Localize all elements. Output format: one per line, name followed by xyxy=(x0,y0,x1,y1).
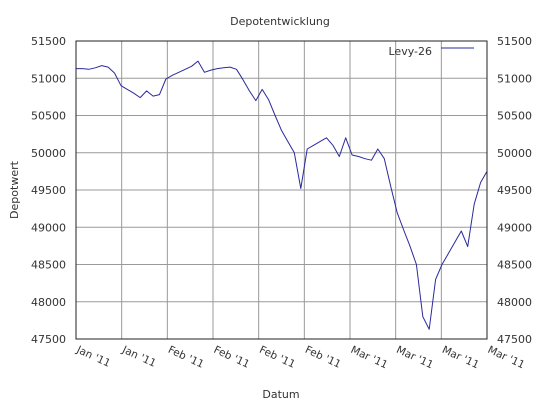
grid xyxy=(75,40,488,340)
y-tick-label-left: 50500 xyxy=(31,110,66,123)
x-tick-label: Jan '11 xyxy=(119,343,157,369)
y-tick-label-left: 48000 xyxy=(31,296,66,309)
x-axis-label: Datum xyxy=(262,388,299,400)
y-tick-label-right: 48500 xyxy=(497,259,532,272)
y-tick-label-left: 49500 xyxy=(31,184,66,197)
x-tick-label: Feb '11 xyxy=(212,344,252,371)
x-tick-label: Feb '11 xyxy=(257,344,297,371)
y-tick-label-left: 47500 xyxy=(31,333,66,346)
x-axis-ticks: Jan '11 Jan '11 Feb '11 Feb '11 Feb '11 Feb '… xyxy=(74,343,527,371)
plot-frame xyxy=(75,40,488,340)
y-tick-label-right: 47500 xyxy=(497,333,532,346)
y-tick-label-left: 48500 xyxy=(31,259,66,272)
x-tick-label: Mar '11 xyxy=(440,344,481,372)
legend: Levy-26 xyxy=(389,45,474,58)
y-tick-label-left: 50000 xyxy=(31,147,66,160)
x-tick-label: Jan '11 xyxy=(74,343,112,369)
x-tick-label: Mar '11 xyxy=(486,344,527,372)
y-axis-left-ticks: 47500 48000 48500 49000 49500 50000 50500 51000… xyxy=(31,35,66,346)
y-tick-label-left: 49000 xyxy=(31,221,66,234)
y-tick-label-right: 49500 xyxy=(497,184,532,197)
chart-title: Depotentwicklung xyxy=(230,15,330,28)
y-tick-label-right: 48000 xyxy=(497,296,532,309)
x-tick-label: Feb '11 xyxy=(166,344,206,371)
y-axis-label: Depotwert xyxy=(8,160,21,219)
y-tick-label-left: 51000 xyxy=(31,72,66,85)
y-tick-label-right: 51000 xyxy=(497,72,532,85)
legend-label: Levy-26 xyxy=(389,45,433,58)
y-tick-label-right: 50500 xyxy=(497,110,532,123)
x-tick-label: Mar '11 xyxy=(349,344,390,372)
series-line-levy-26 xyxy=(76,60,488,330)
y-tick-label-right: 50000 xyxy=(497,147,532,160)
y-tick-label-right: 51500 xyxy=(497,35,532,48)
x-tick-label: Mar '11 xyxy=(394,344,435,372)
y-tick-label-right: 49000 xyxy=(497,221,532,234)
y-tick-label-left: 51500 xyxy=(31,35,66,48)
series-group xyxy=(76,60,488,330)
y-axis-right-ticks: 47500 48000 48500 49000 49500 50000 50500 51000… xyxy=(497,35,532,346)
x-tick-label: Feb '11 xyxy=(303,344,343,371)
